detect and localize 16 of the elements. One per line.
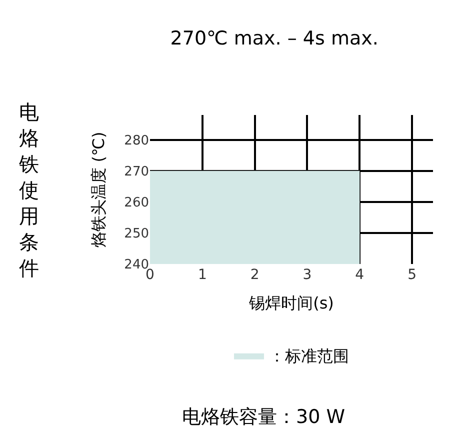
x-axis-title: 锡焊时间(s) xyxy=(248,294,334,313)
y-tick-label: 280 xyxy=(124,133,149,148)
x-tick-label: 5 xyxy=(408,267,416,283)
x-tick-label: 3 xyxy=(302,267,312,283)
chart-title: 270℃ max. – 4s max. xyxy=(170,27,378,50)
text: 电烙铁容量：30 W xyxy=(182,406,346,428)
x-tick-label: 0 xyxy=(146,267,154,283)
x-tick-label: 4 xyxy=(355,267,364,283)
y-tick-label: 250 xyxy=(124,226,149,242)
y-axis-title: 烙铁头温度 (℃) xyxy=(89,132,108,248)
y-tick-label: 270 xyxy=(124,164,149,180)
x-tick-label: 2 xyxy=(250,267,260,283)
y-tick-label: 260 xyxy=(124,195,149,210)
text: 电烙铁使用条件 xyxy=(18,100,39,280)
legend-label: ：标准范围 xyxy=(269,346,349,366)
x-tick-label: 1 xyxy=(198,267,207,283)
